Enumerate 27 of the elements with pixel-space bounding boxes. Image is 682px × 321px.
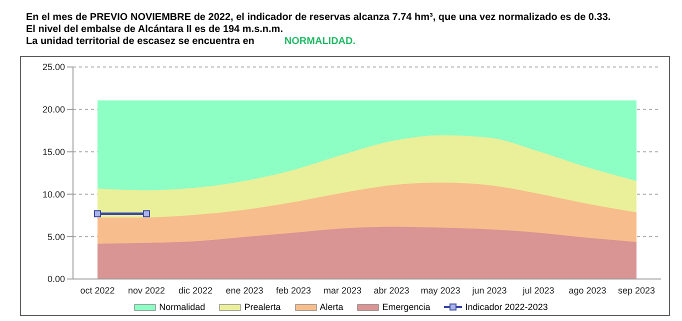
text: NORMALIDAD. — [284, 36, 356, 47]
legend-label: Prealerta — [244, 301, 281, 313]
y-tick-label: 15.00 — [42, 146, 65, 157]
y-tick-label: 10.00 — [42, 189, 65, 200]
x-tick-label: sep 2023 — [618, 285, 656, 296]
x-tick-label: nov 2022 — [128, 285, 166, 296]
x-tick-label: ago 2023 — [568, 285, 606, 296]
y-tick-label: 25.00 — [42, 62, 65, 72]
x-tick-label: feb 2023 — [276, 285, 312, 296]
legend-label: Indicador 2022-2023 — [465, 301, 548, 313]
x-tick-label: ene 2023 — [226, 285, 264, 296]
x-tick-label: mar 2023 — [323, 285, 362, 296]
chart-subtitle: El nivel del embalse de Alcántara II es de 194 m.s.n.m. — [26, 24, 284, 36]
y-tick-label: 20.00 — [42, 104, 65, 115]
text: La unidad territorial de escasez se encuentra en — [26, 36, 254, 47]
text: Normalidad — [159, 301, 206, 313]
legend-label: Alerta — [320, 301, 344, 313]
y-tick-label: 5.00 — [47, 232, 65, 242]
chart-title: En el mes de PREVIO NOVIEMBRE de 2022, el indicador de reservas alcanza 7.74 hm³, que una vez normalizado es de 0.33. — [26, 12, 612, 24]
x-tick-label: jun 2023 — [471, 285, 507, 296]
y-tick-label: 0.00 — [47, 274, 65, 284]
x-tick-label: jul 2023 — [522, 285, 554, 296]
x-tick-label: abr 2023 — [374, 285, 410, 296]
x-tick-label: dic 2022 — [178, 285, 213, 296]
legend-label: Emergencia — [382, 301, 430, 313]
x-tick-label: may 2023 — [420, 285, 460, 296]
x-tick-label: oct 2022 — [80, 285, 115, 296]
